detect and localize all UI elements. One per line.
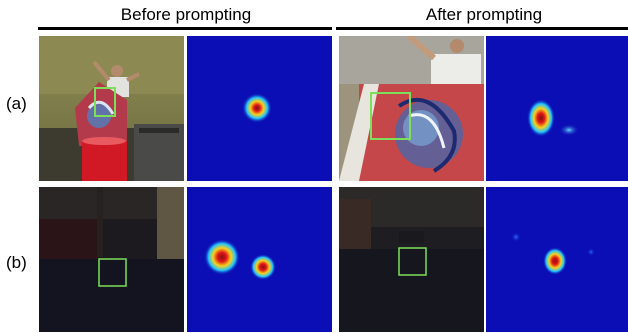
row-label-b: (b) [6, 253, 27, 272]
heatmap-b-after [486, 187, 628, 332]
photo-a-before [39, 36, 184, 181]
column-rule-after [336, 27, 628, 30]
heatmap-a-before [187, 36, 332, 181]
photo-b-after [339, 187, 484, 332]
column-title-before: Before prompting [120, 5, 252, 24]
photo-b-before [39, 187, 184, 332]
column-rule-before [38, 27, 332, 30]
row-label-a: (a) [6, 94, 27, 113]
heatmap-a-after [486, 36, 628, 181]
column-title-after: After prompting [425, 5, 543, 24]
heatmap-b-before [187, 187, 332, 332]
photo-a-after [339, 36, 484, 181]
